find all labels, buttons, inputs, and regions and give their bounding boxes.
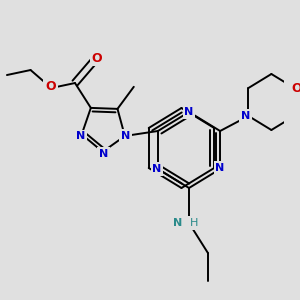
Text: N: N [173,218,182,228]
Text: N: N [76,131,86,141]
Text: O: O [45,80,56,92]
Text: N: N [121,131,130,141]
Text: N: N [152,164,162,174]
Text: O: O [292,82,300,94]
Text: N: N [99,149,108,159]
Text: N: N [241,111,250,121]
Text: H: H [190,218,198,228]
Text: O: O [92,52,102,64]
Text: N: N [184,107,194,117]
Text: N: N [215,163,225,173]
